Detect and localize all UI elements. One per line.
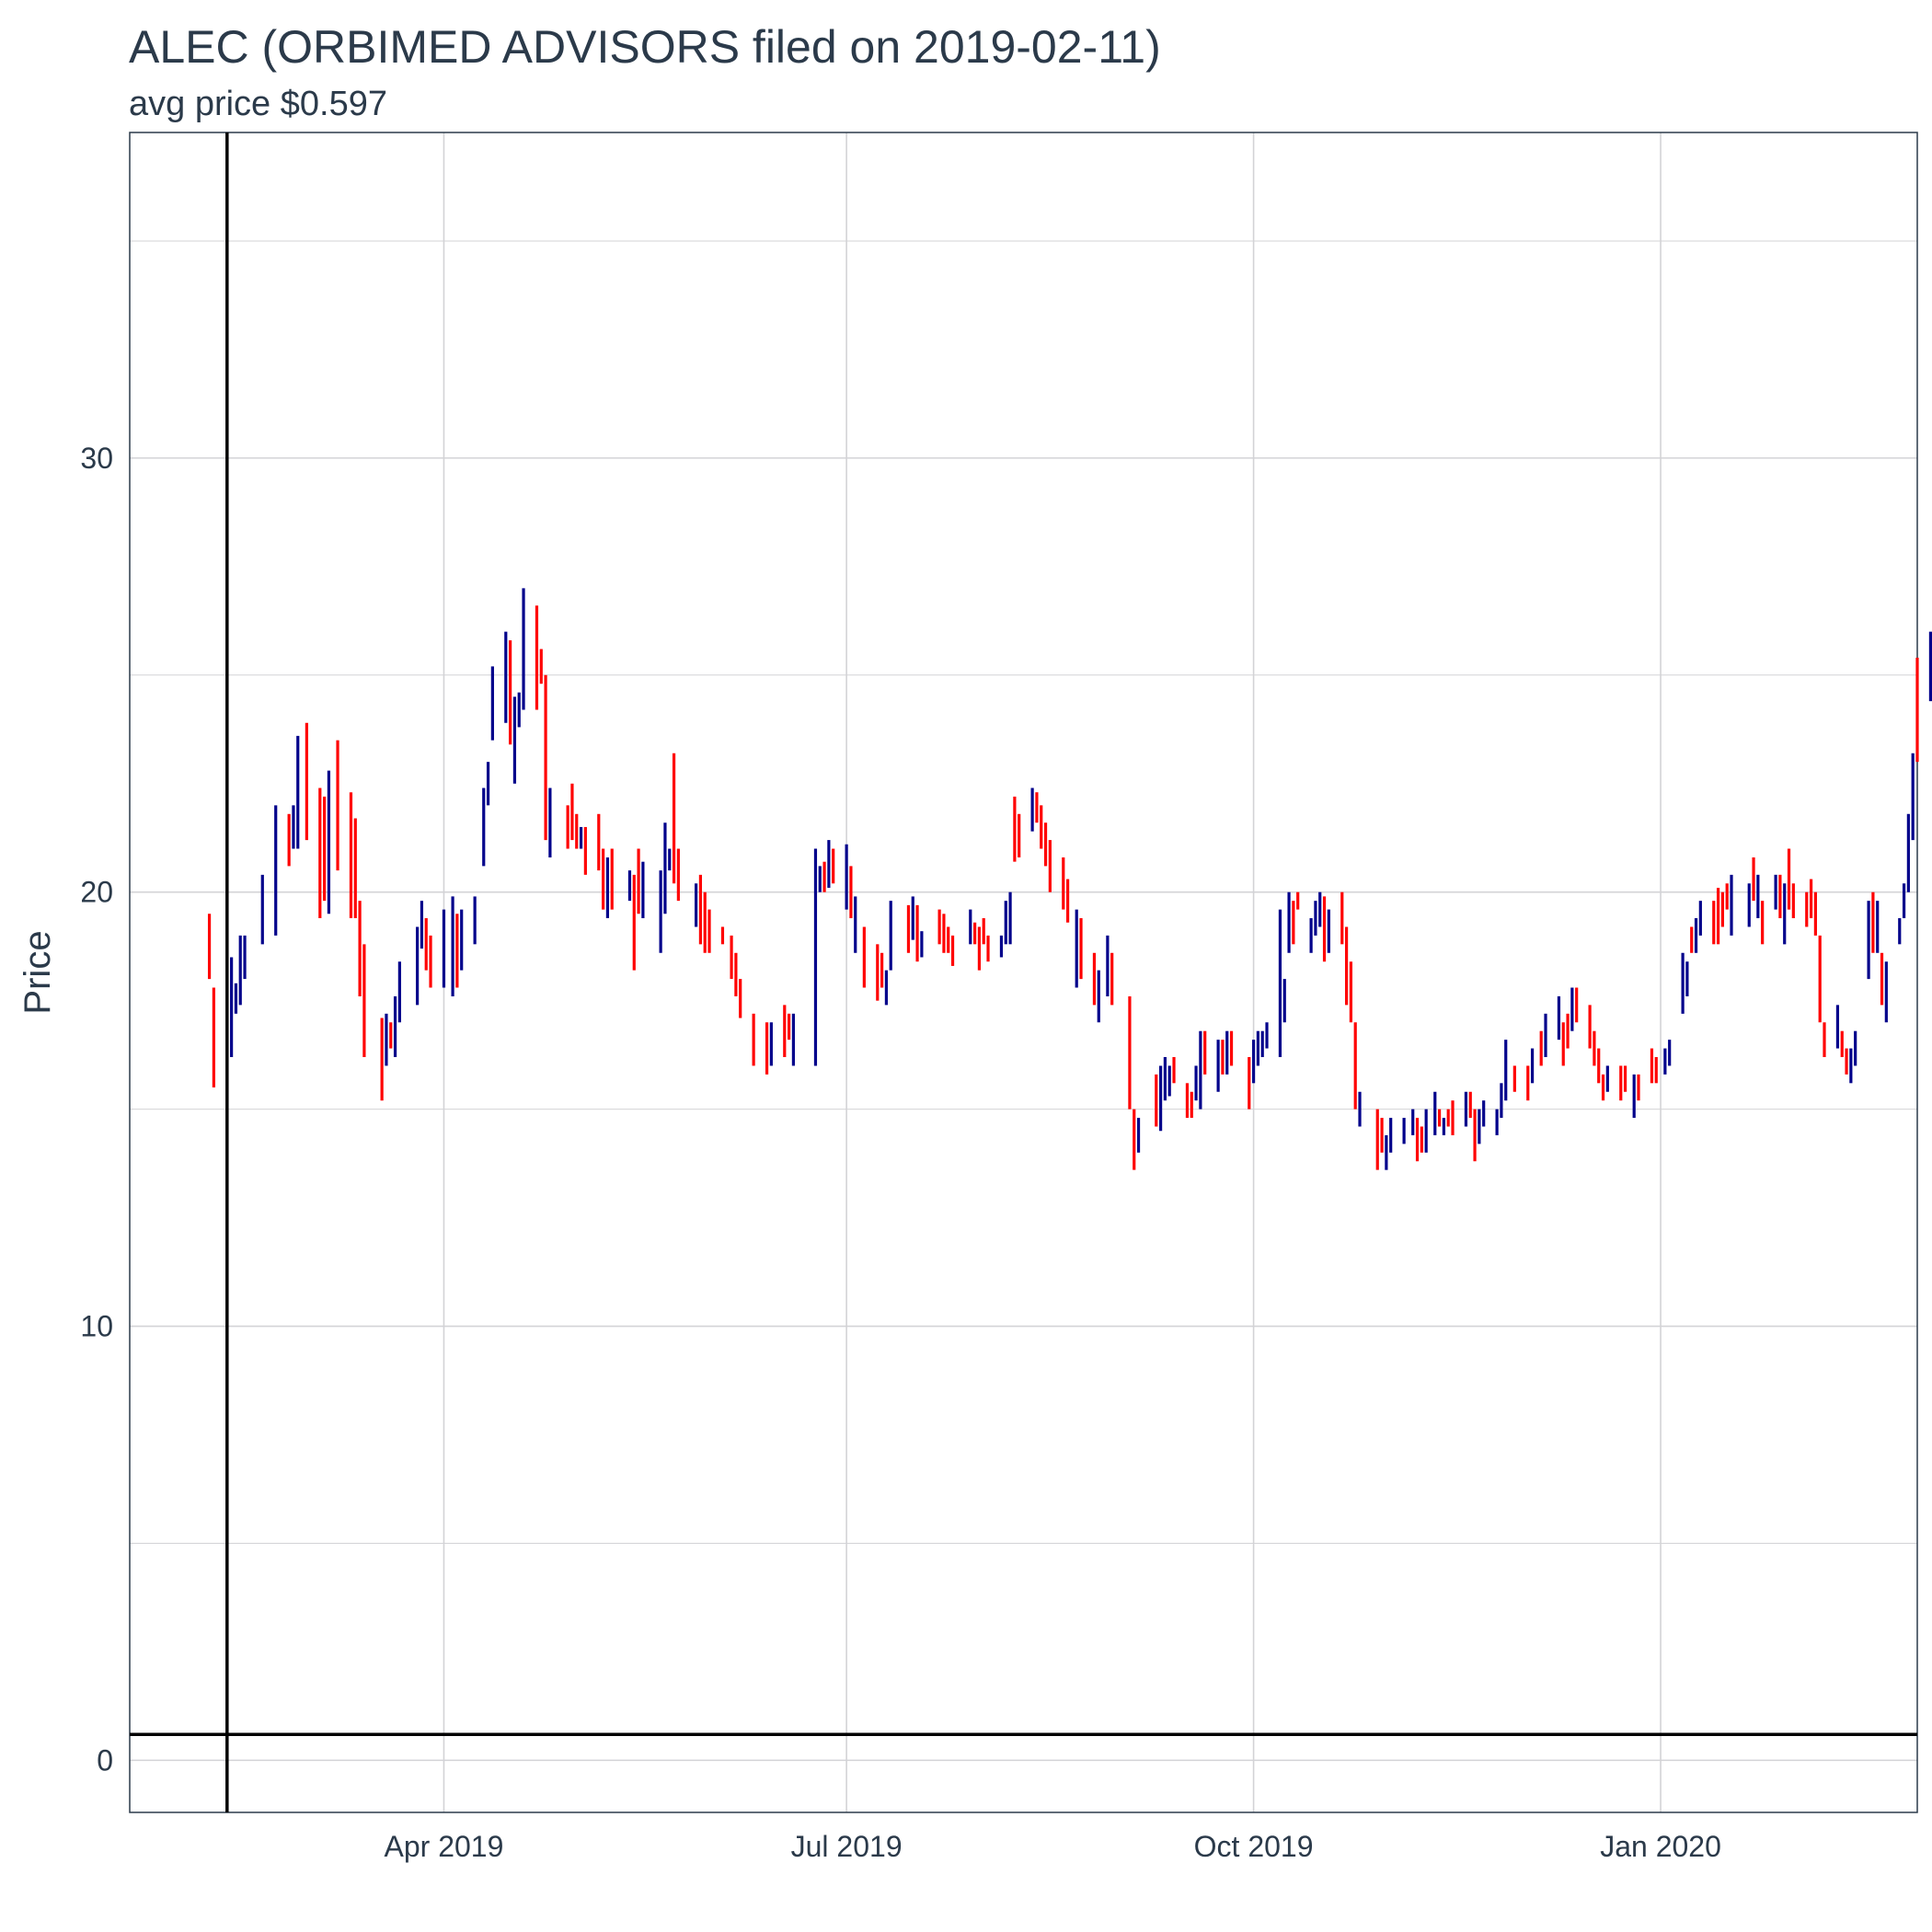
y-tick-label: 20 (80, 876, 113, 909)
minor-gridlines (130, 240, 1917, 1544)
x-tick-label: Oct 2019 (1194, 1830, 1314, 1863)
price-bars (207, 588, 1932, 1170)
y-tick-label: 10 (80, 1310, 113, 1343)
y-tick-label: 30 (80, 442, 113, 475)
chart-title: ALEC (ORBIMED ADVISORS filed on 2019-02-… (129, 21, 1161, 73)
chart-subtitle: avg price $0.597 (129, 85, 387, 123)
x-tick-label: Apr 2019 (385, 1830, 504, 1863)
y-tick-label: 0 (97, 1743, 113, 1777)
y-axis-title: Price (17, 930, 58, 1014)
y-axis-ticks: 0 10 20 30 (80, 442, 113, 1777)
reference-lines (130, 132, 1917, 1812)
x-axis-ticks: Apr 2019 Jul 2019 Oct 2019 Jan 2020 (385, 1830, 1721, 1863)
major-gridlines (130, 132, 1917, 1812)
plot-border (129, 132, 1918, 1813)
x-tick-label: Jul 2019 (791, 1830, 903, 1863)
plot-background (130, 132, 1917, 1812)
x-tick-label: Jan 2020 (1600, 1830, 1721, 1863)
